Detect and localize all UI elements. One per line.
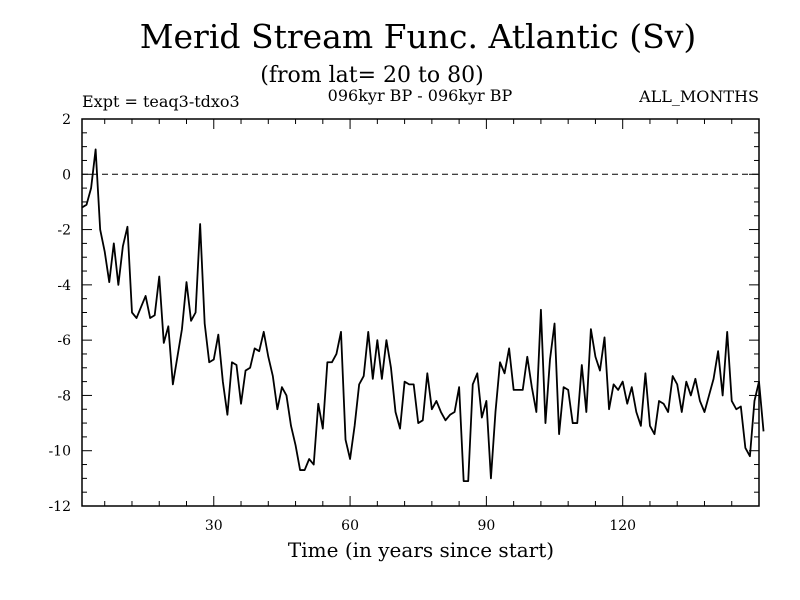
y-tick-label: -4 bbox=[57, 278, 71, 294]
y-tick-label: -6 bbox=[57, 333, 71, 349]
x-tick-label: 120 bbox=[609, 518, 636, 534]
chart-title: Merid Stream Func. Atlantic (Sv) bbox=[140, 17, 697, 56]
y-tick-label: 0 bbox=[62, 167, 71, 183]
y-tick-label: -8 bbox=[57, 388, 71, 404]
experiment-label: Expt = teaq3-tdxo3 bbox=[82, 92, 240, 111]
y-tick-label: -12 bbox=[48, 499, 71, 515]
period-label: 096kyr BP - 096kyr BP bbox=[328, 86, 513, 105]
plot-area: 2 0 -2 -4 -6 -8 -10 -12 30 60 90 120 bbox=[48, 112, 765, 534]
series-line bbox=[81, 148, 765, 483]
chart-subtitle: (from lat= 20 to 80) bbox=[260, 63, 483, 88]
y-tick-label: -10 bbox=[48, 444, 71, 460]
months-label: ALL_MONTHS bbox=[638, 87, 759, 106]
y-tick-label: -2 bbox=[57, 223, 71, 239]
x-tick-label: 30 bbox=[205, 518, 223, 534]
x-axis-title: Time (in years since start) bbox=[288, 538, 554, 562]
x-tick-label: 60 bbox=[341, 518, 359, 534]
y-tick-label: 2 bbox=[62, 112, 71, 128]
x-tick-label: 90 bbox=[477, 518, 495, 534]
